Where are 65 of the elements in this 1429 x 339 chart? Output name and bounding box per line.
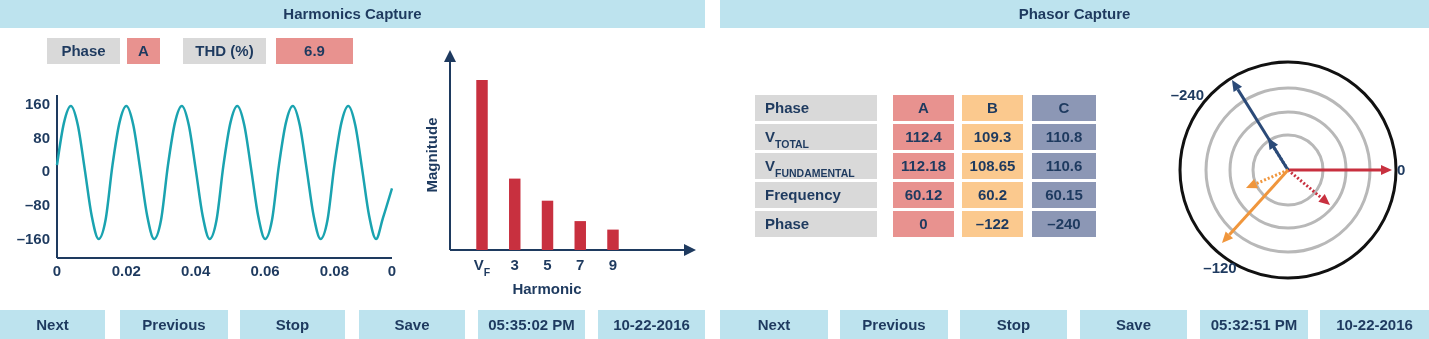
text: 60.12 [904,186,943,203]
text: A [138,42,150,59]
button: Previous [120,310,228,339]
x-tick-label: 0.08 [319,262,350,279]
text: 110.6 [1045,157,1083,174]
button: 10-22-2016 [598,310,705,339]
button: Stop [960,310,1067,339]
bar [607,229,619,250]
x-tick-label: 0.02 [111,262,141,279]
line-series [55,104,394,241]
y-tick-label: 160 [24,94,50,112]
x-axis-title: Harmonic [512,280,582,297]
text: 0 [919,215,928,232]
text: 110.8 [1045,128,1083,145]
text: A [918,99,930,116]
x-tick-label: 3 [510,256,519,273]
text: –240 [1170,86,1204,103]
text: 6.9 [304,42,325,59]
text: Phase [765,99,810,116]
text: C [1058,99,1070,116]
text: 60.2 [977,186,1008,203]
x-tick-label: 9 [608,256,618,273]
button: Next [0,310,105,339]
text: 112.18 [900,157,947,174]
x-tick-label: 0.06 [250,262,280,279]
text: V$_{FUNDAMENTAL}$ [765,157,856,179]
x-tick-label: 0 [52,262,62,279]
text: 0 [1397,161,1406,178]
y-tick-label: –80 [24,196,50,214]
x-tick-label: V$_{F}$ [473,256,491,278]
button: 05:32:51 PM [1200,310,1308,339]
y-tick-label: –160 [16,230,50,247]
button: Next [720,310,828,339]
text: Frequency [765,186,842,203]
button: Save [359,310,465,339]
bar [476,80,488,250]
text: Phase [61,42,106,59]
bar [574,221,586,250]
text: THD (%) [195,42,254,59]
x-tick-label: 0.04 [181,262,211,279]
text: 109.3 [973,128,1012,145]
button: Save [1080,310,1187,339]
x-tick-label: 5 [543,256,552,273]
bar [541,200,554,250]
text: V$_{TOTAL}$ [765,128,810,150]
text: –122 [975,215,1010,232]
text: Phasor Capture [1018,5,1131,22]
text: 60.15 [1045,186,1083,203]
button: 05:35:02 PM [478,310,585,339]
y-tick-label: 0 [41,162,50,180]
button: Previous [840,310,948,339]
y-tick-label: 80 [33,128,50,146]
button: 10-22-2016 [1320,310,1429,339]
bar [509,178,521,250]
x-tick-label: 0 [387,262,397,279]
text: 112.4 [905,128,943,145]
text: B [987,99,999,116]
text: 108.65 [969,157,1016,174]
text: Harmonics Capture [283,5,422,22]
y-axis-title: Magnitude [423,117,440,193]
text: Phase [765,215,810,232]
x-tick-label: 7 [576,256,585,273]
text: –120 [1203,259,1237,276]
text: –240 [1047,215,1081,232]
button: Stop [240,310,345,339]
